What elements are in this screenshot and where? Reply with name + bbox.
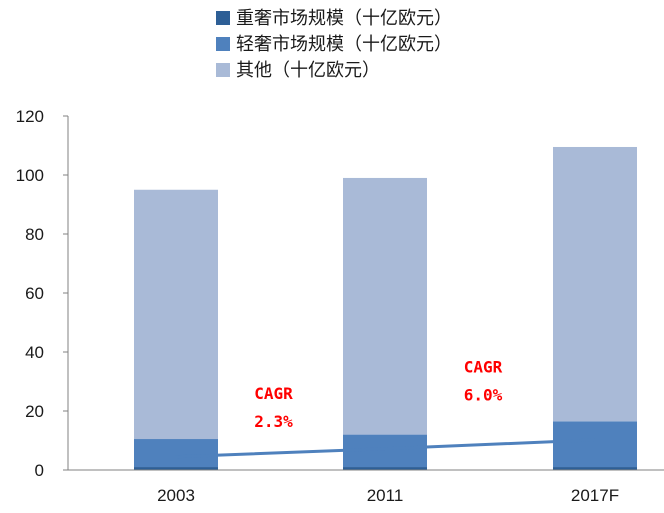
- bar-2003-series-1: [134, 467, 218, 470]
- legend-swatch-3: [216, 63, 230, 77]
- bar-2003-series-2: [134, 439, 218, 468]
- trend-line-group: [175, 438, 596, 459]
- bar-2017F-series-2: [553, 421, 637, 468]
- y-tick-label: 0: [35, 461, 44, 480]
- cagr-value: 6.0%: [464, 386, 503, 405]
- x-tick-label: 2011: [367, 486, 404, 505]
- annotations: CAGR 2.3% CAGR 6.0%: [254, 358, 502, 432]
- y-tick-label: 80: [25, 225, 44, 244]
- cagr-value: 2.3%: [254, 412, 293, 431]
- cagr-label: CAGR: [464, 358, 503, 377]
- legend-swatch-1: [216, 11, 230, 25]
- cagr-label: CAGR: [254, 384, 293, 403]
- trend-line: [175, 438, 596, 459]
- x-axis: 2003 2011 2017F: [68, 469, 664, 505]
- y-tick-label: 60: [25, 284, 44, 303]
- legend-swatch-2: [216, 37, 230, 51]
- y-tick-label: 120: [16, 107, 44, 126]
- y-axis: 0 20 40 60 80 100 120: [16, 107, 69, 480]
- legend-label-3: 其他（十亿欧元）: [236, 60, 380, 81]
- bar-2003-series-3: [134, 189, 218, 440]
- legend-label-2: 轻奢市场规模（十亿欧元）: [236, 34, 452, 55]
- bar-2011-series-3: [343, 177, 427, 435]
- bars: [134, 146, 637, 470]
- bar-2011-series-1: [343, 467, 427, 470]
- x-tick-label: 2017F: [571, 486, 619, 505]
- y-tick-label: 20: [25, 402, 44, 421]
- bar-2017F-series-3: [553, 146, 637, 422]
- legend-label-1: 重奢市场规模（十亿欧元）: [236, 8, 452, 29]
- x-tick-label: 2003: [157, 486, 195, 505]
- y-tick-label: 40: [25, 343, 44, 362]
- legend: 重奢市场规模（十亿欧元） 轻奢市场规模（十亿欧元） 其他（十亿欧元）: [216, 8, 452, 81]
- y-tick-label: 100: [16, 166, 44, 185]
- bar-2017F-series-1: [553, 467, 637, 470]
